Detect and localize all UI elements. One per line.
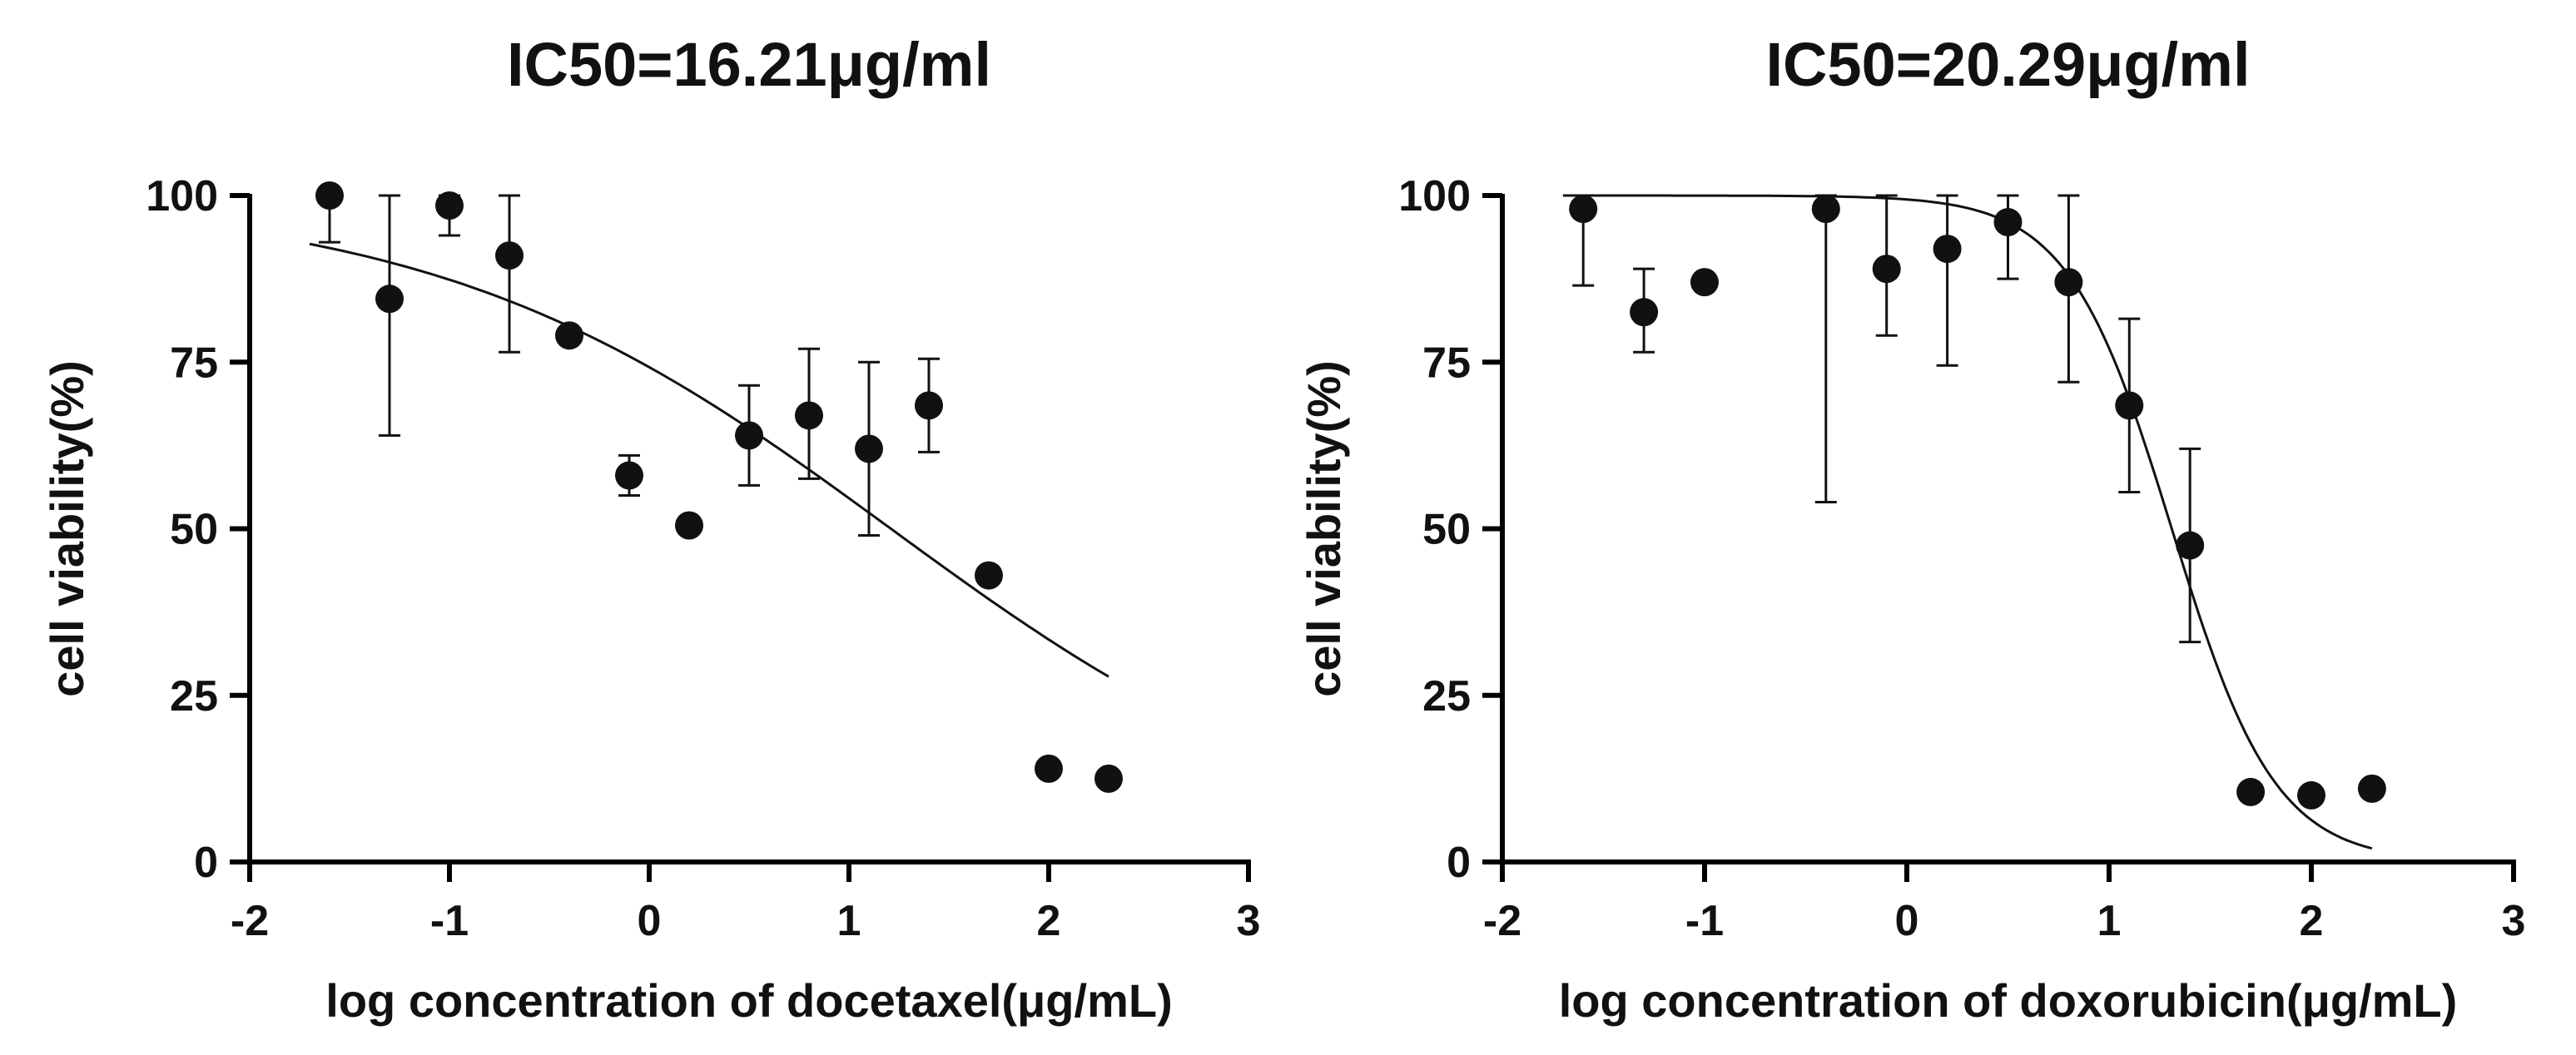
y-axis-label: cell viability(%) [1298,360,1350,697]
data-point [1872,255,1901,284]
data-point [915,391,943,420]
y-tick-label: 75 [170,339,218,387]
fit-curve [1562,194,2373,850]
data-point [2115,391,2144,420]
y-tick-label: 0 [194,839,218,887]
x-axis-label: log concentration of doxorubicin(μg/mL) [1559,974,2458,1027]
y-tick-label: 100 [1398,172,1471,220]
data-point [735,421,763,450]
data-point [1569,195,1598,224]
data-point [2176,531,2205,560]
data-point [1690,268,1719,297]
x-tick-label: -2 [231,897,269,945]
y-tick-label: 25 [1422,672,1471,721]
data-point [795,401,823,430]
data-point [675,511,703,540]
y-axis-label: cell viability(%) [41,360,93,697]
data-point [855,434,883,463]
x-tick-label: 0 [638,897,662,945]
data-point [1630,298,1659,327]
x-tick-label: 0 [1895,897,1919,945]
y-tick-label: 100 [146,172,218,220]
data-point [555,321,583,350]
x-axis-label: log concentration of docetaxel(μg/mL) [325,974,1172,1027]
y-tick-label: 50 [1422,506,1471,554]
fit-curve [309,242,1109,678]
data-point [2236,777,2266,806]
data-point [1993,208,2023,237]
x-tick-label: 1 [837,897,861,945]
data-point [435,191,464,220]
chart-panel-docetaxel: IC50=16.21μg/ml 0 25 50 75 100 -2 -1 0 1 2 3 log con… [41,30,1260,1027]
y-tick-label: 0 [1447,839,1471,887]
data-point [2357,774,2386,803]
data-point [1094,764,1123,793]
x-tick-label: -2 [1483,897,1521,945]
x-tick-label: -1 [1685,897,1724,945]
data-point [375,285,404,314]
x-tick-label: 3 [1237,897,1261,945]
chart-title: IC50=16.21μg/ml [507,30,991,99]
y-tick-label: 25 [170,672,218,721]
data-point [1933,235,1962,264]
data-point [1035,754,1063,783]
data-point [2297,780,2325,810]
data-point [315,181,344,210]
data-point [615,461,643,490]
chart-title: IC50=20.29μg/ml [1765,30,2250,99]
y-tick-label: 75 [1422,339,1471,387]
data-point [975,561,1003,590]
x-tick-label: 2 [2300,897,2324,945]
data-point [2054,268,2083,297]
x-tick-label: 3 [2502,897,2526,945]
x-tick-label: -1 [430,897,469,945]
data-point [495,241,524,270]
chart-panel-doxorubicin: IC50=20.29μg/ml 0 25 50 75 100 -2 -1 0 1 2 3 log con… [1298,30,2525,1027]
x-tick-label: 1 [2097,897,2122,945]
data-point [1811,195,1840,224]
x-tick-label: 2 [1037,897,1061,945]
y-tick-label: 50 [170,506,218,554]
